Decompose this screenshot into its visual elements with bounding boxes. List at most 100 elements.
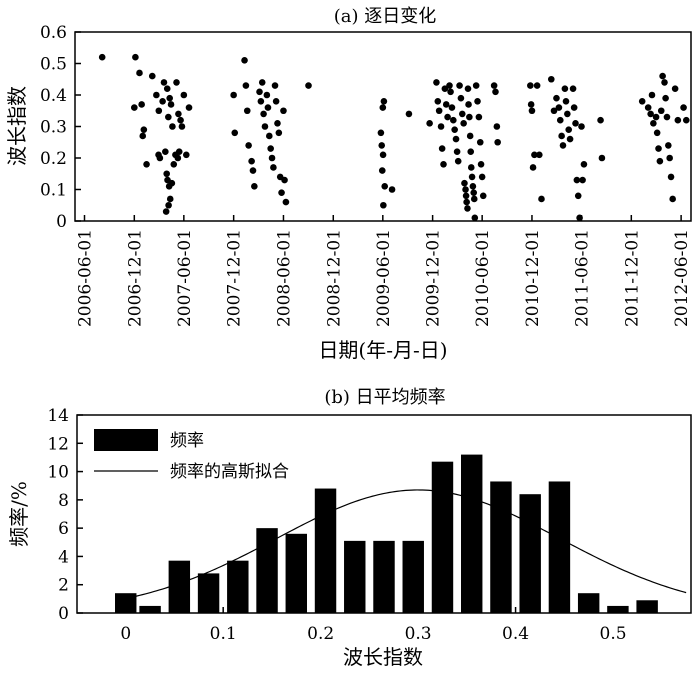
a-data-point <box>275 129 283 137</box>
a-data-point <box>270 164 277 171</box>
b-bar <box>460 454 483 613</box>
a-data-point <box>460 120 467 127</box>
chart-a-xlabel: 日期(年-月-日) <box>318 338 447 362</box>
b-ytick-label: 4 <box>58 547 69 567</box>
a-data-point <box>667 173 675 181</box>
a-data-point <box>305 82 312 89</box>
a-data-point <box>131 104 138 111</box>
a-data-point <box>527 82 534 89</box>
a-data-point <box>268 154 276 162</box>
a-data-point <box>569 85 577 92</box>
a-data-point <box>243 107 251 115</box>
a-data-point <box>547 75 555 83</box>
a-xtick-label: 2007-06-01 <box>175 229 195 327</box>
b-bar <box>344 540 366 613</box>
a-data-point <box>182 151 190 159</box>
a-data-point <box>475 113 483 121</box>
chart-b-ylabel: 频率/% <box>7 481 31 547</box>
a-data-point <box>576 214 583 222</box>
a-xtick-label: 2009-06-01 <box>374 229 394 327</box>
a-ytick-label: 0.1 <box>40 181 67 201</box>
chart-b-bars <box>115 454 658 613</box>
a-data-point <box>379 151 387 159</box>
a-data-point <box>472 82 480 89</box>
a-data-point <box>477 161 485 168</box>
a-data-point <box>272 98 280 105</box>
a-data-point <box>263 91 271 99</box>
a-ytick-label: 0.6 <box>40 23 67 43</box>
a-data-point <box>456 82 463 89</box>
a-data-point <box>669 195 676 203</box>
a-data-point <box>148 72 156 80</box>
a-data-point <box>650 120 657 127</box>
a-data-point <box>478 173 486 181</box>
b-bar <box>490 481 512 613</box>
a-data-point <box>155 151 162 159</box>
a-data-point <box>162 208 170 215</box>
a-data-point <box>381 183 389 190</box>
a-data-point <box>132 53 139 61</box>
a-data-point <box>533 82 541 89</box>
a-data-point <box>558 132 565 140</box>
a-data-point <box>665 142 672 149</box>
a-data-point <box>251 183 258 190</box>
a-ytick-label: 0.3 <box>40 118 67 138</box>
a-data-point <box>168 179 176 187</box>
a-data-point <box>174 154 182 162</box>
a-data-point <box>467 148 475 155</box>
a-xtick-label: 2008-06-01 <box>274 229 294 327</box>
a-data-point <box>143 161 150 168</box>
a-data-point <box>139 132 147 140</box>
a-data-point <box>245 142 252 149</box>
a-data-point <box>153 91 160 99</box>
a-data-point <box>451 126 458 133</box>
a-ytick-label: 0.4 <box>40 86 67 106</box>
b-xtick-label: 0.4 <box>502 624 529 644</box>
a-ytick-label: 0.5 <box>40 55 67 75</box>
a-data-point <box>175 110 182 118</box>
a-data-point <box>467 164 475 171</box>
a-data-point <box>264 104 272 111</box>
b-bar <box>519 494 541 613</box>
a-data-point <box>248 157 255 165</box>
a-data-point <box>574 192 582 200</box>
a-data-point <box>453 148 461 155</box>
a-data-point <box>260 110 267 118</box>
a-data-point <box>466 113 473 121</box>
a-data-point <box>160 79 168 86</box>
b-ytick-label: 10 <box>47 463 69 483</box>
chart-a-title: (a) 逐日变化 <box>334 6 437 27</box>
a-data-point <box>162 148 169 155</box>
a-xtick-label: 2006-12-01 <box>125 229 145 327</box>
a-data-point <box>166 195 174 203</box>
a-data-point <box>447 88 454 96</box>
a-data-point <box>494 138 501 146</box>
a-data-point <box>163 85 171 92</box>
a-data-point <box>652 113 660 121</box>
b-xtick-label: 0.5 <box>600 624 627 644</box>
b-xtick-label: 0.3 <box>405 624 432 644</box>
a-xtick-label: 2006-06-01 <box>76 229 96 327</box>
a-data-point <box>278 189 285 196</box>
a-data-point <box>598 154 606 162</box>
a-data-point <box>281 176 288 184</box>
b-bar <box>431 461 454 613</box>
b-bar <box>548 481 571 613</box>
b-ytick-label: 2 <box>58 576 69 596</box>
a-data-point <box>380 201 387 209</box>
chart-b-xaxis: 0 0.1 0.2 0.3 0.4 0.5 <box>120 607 627 644</box>
a-data-point <box>266 132 273 140</box>
a-data-point <box>561 85 569 92</box>
a-data-point <box>578 123 585 130</box>
a-data-point <box>492 88 499 96</box>
b-bar <box>115 593 137 613</box>
a-data-point <box>662 94 669 102</box>
a-data-point <box>471 214 479 222</box>
chart-b-xlabel: 波长指数 <box>343 645 423 669</box>
b-ytick-label: 0 <box>58 604 69 624</box>
a-data-point <box>175 148 183 155</box>
a-data-point <box>177 116 184 124</box>
a-data-point <box>647 110 654 118</box>
a-data-point <box>461 179 468 187</box>
a-data-point <box>457 94 465 102</box>
